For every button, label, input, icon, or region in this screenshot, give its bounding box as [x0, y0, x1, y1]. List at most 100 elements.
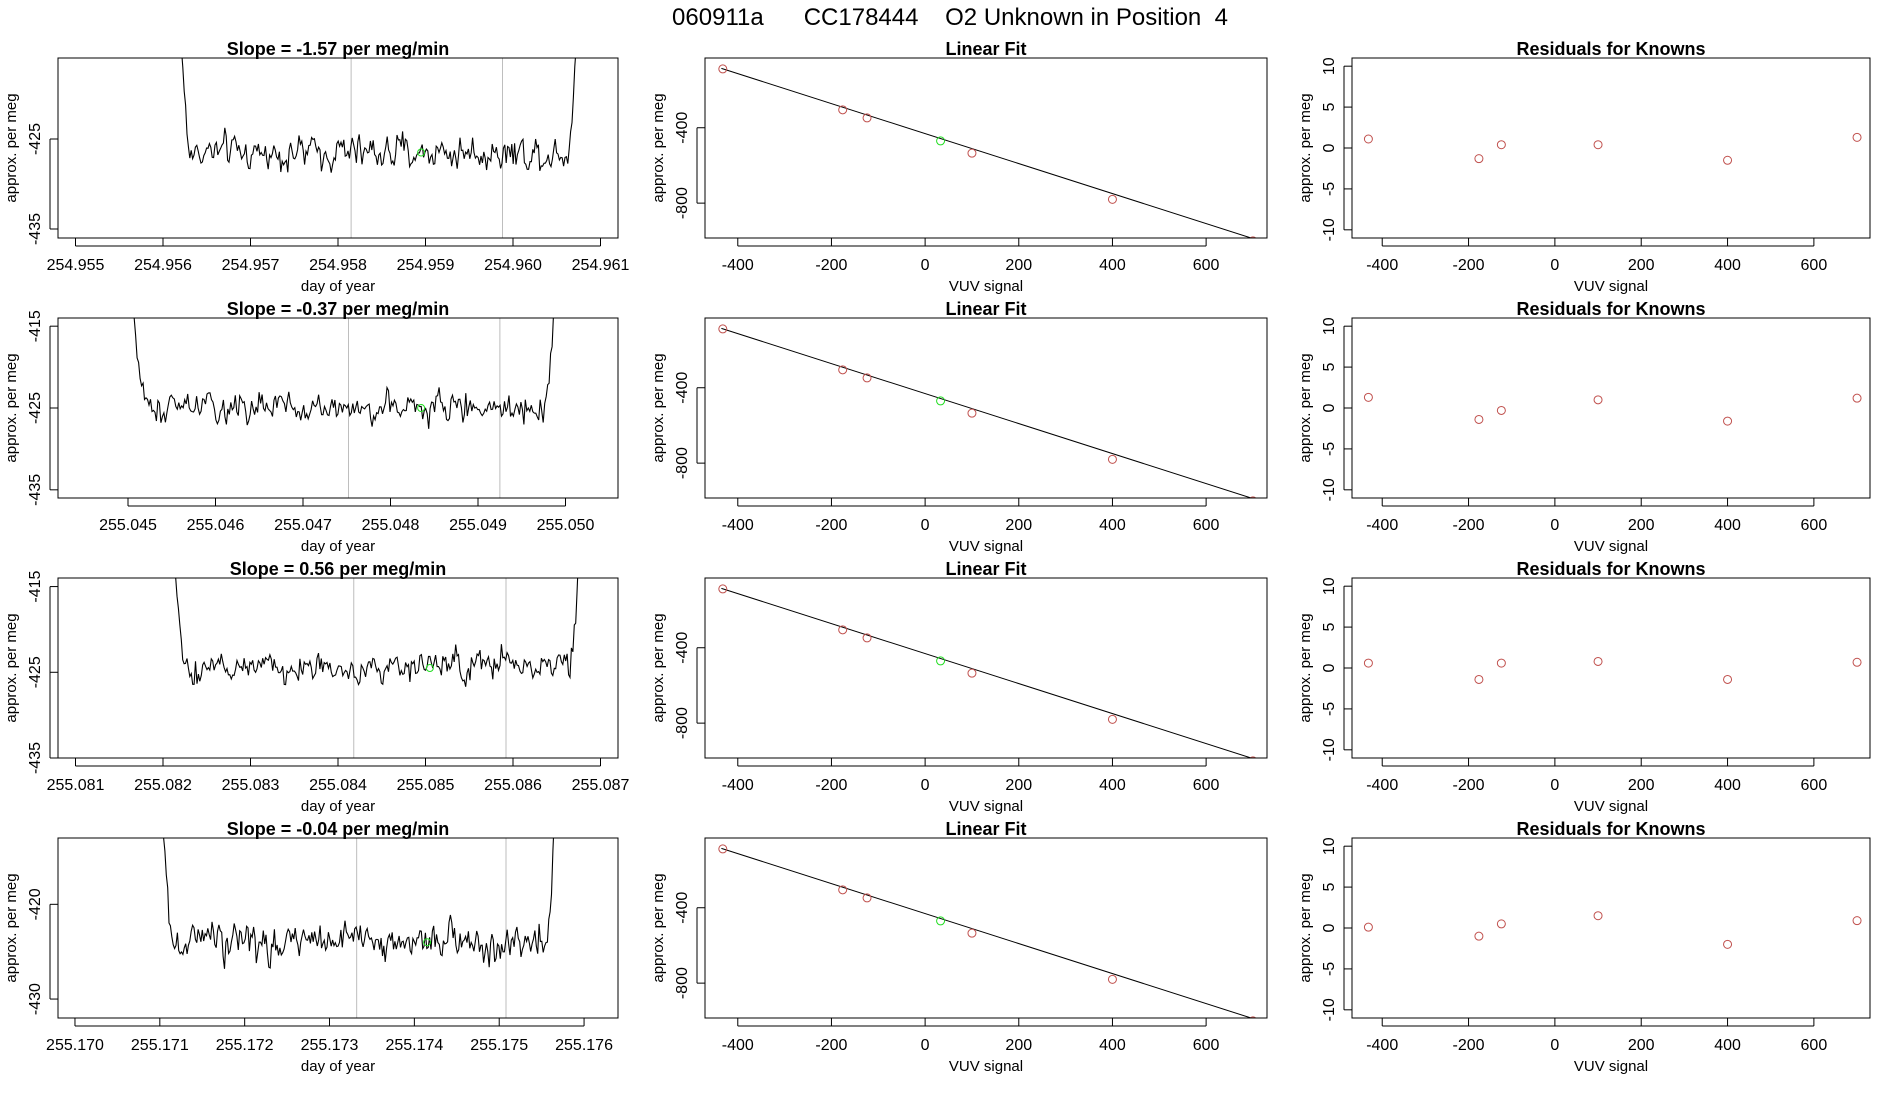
panel-3-2-x-tick-label: 400: [1714, 1037, 1741, 1054]
panel-3-2-frame: [1351, 837, 1871, 1019]
panel-0-0-x-tick-label: 254.956: [134, 257, 192, 274]
panel-3-2-y-tick-label: 10: [1321, 837, 1338, 855]
panel-1-2-y-tick-label: -10: [1321, 478, 1338, 501]
panel-2-1-title: Linear Fit: [945, 559, 1026, 579]
panel-3-2-title: Residuals for Knowns: [1516, 819, 1705, 839]
panel-2-2-y-tick-label: -5: [1321, 702, 1338, 716]
panel-0-2-y-axis-label: approx. per meg: [1297, 93, 1314, 202]
panel-0-2-y-tick-label: 5: [1321, 103, 1338, 112]
panel-1-2-residual-point: [1593, 395, 1603, 405]
panel-0-0-y-tick-label: -435: [27, 213, 44, 245]
panel-2-1-x-tick-label: 0: [921, 777, 930, 794]
panel-1-1-fit-line: [721, 327, 1253, 498]
panel-1-0-x-axis-label: day of year: [301, 538, 375, 555]
panel-3-1-known-point: [718, 844, 728, 854]
panel-2-2-residual-point: [1593, 656, 1603, 666]
panel-3-2-y-axis-label: approx. per meg: [1297, 873, 1314, 982]
panel-3-0-x-tick-label: 255.170: [46, 1037, 104, 1054]
panel-0-0-frame: [57, 57, 619, 239]
panel-1-1-known-point: [718, 324, 728, 334]
panel-2-1-frame: [704, 577, 1268, 759]
panel-1-2-residual-point: [1852, 393, 1862, 403]
panel-2-0-frame: [57, 577, 619, 759]
panel-0-2-residual-point: [1363, 134, 1373, 144]
panel-0-2-title: Residuals for Knowns: [1516, 39, 1705, 59]
panel-2-0-y-tick-label: -425: [27, 656, 44, 688]
panel-1-2-residual-point: [1363, 392, 1373, 402]
panel-1-2-y-tick-label: 5: [1321, 363, 1338, 372]
panel-2-2-x-axis-label: VUV signal: [1574, 798, 1648, 815]
panel-2-1-x-axis-label: VUV signal: [949, 798, 1023, 815]
panel-3-0-x-tick-label: 255.176: [555, 1037, 613, 1054]
panel-1-1-x-tick-label: 600: [1193, 517, 1220, 534]
panel-1-2-x-tick-label: 0: [1550, 517, 1559, 534]
panel-0-2-residual-point: [1496, 140, 1506, 150]
panel-1-0-trace-line: [133, 318, 554, 429]
panel-3-0-frame: [57, 837, 619, 1019]
panel-1-1-x-tick-label: 400: [1099, 517, 1126, 534]
panel-3-2-y-tick-label: 5: [1321, 883, 1338, 892]
panel-1-0-y-tick-label: -415: [27, 310, 44, 342]
panel-2-0-trace-line: [175, 578, 579, 687]
panel-0-1-fit-line: [721, 67, 1253, 238]
panel-3-2-x-tick-label: -400: [1366, 1037, 1398, 1054]
panel-2-1-known-point: [862, 633, 872, 643]
panel-0-2-x-tick-label: 600: [1801, 257, 1828, 274]
panel-0-2-y-tick-label: -10: [1321, 218, 1338, 241]
panel-1-0-x-tick-label: 255.046: [187, 517, 245, 534]
panel-1-0-x-tick-label: 255.047: [274, 517, 332, 534]
panel-0-0-title: Slope = -1.57 per meg/min: [227, 39, 450, 59]
panel-2-2-x-tick-label: 600: [1801, 777, 1828, 794]
panel-1-1-x-axis-label: VUV signal: [949, 538, 1023, 555]
panel-0-0-y-axis-label: approx. per meg: [3, 93, 20, 202]
panel-2-1-unknown-point: [936, 656, 946, 666]
panel-2-2-x-tick-label: 200: [1628, 777, 1655, 794]
panel-2-0-x-tick-label: 255.087: [572, 777, 630, 794]
panel-3-1-y-axis-label: approx. per meg: [650, 873, 667, 982]
panel-2-2-x-tick-label: 0: [1550, 777, 1559, 794]
panel-2-1-y-tick-label: -800: [674, 707, 691, 739]
panel-2-2-y-tick-label: 5: [1321, 623, 1338, 632]
panel-0-1-x-tick-label: 0: [921, 257, 930, 274]
panel-3-0-x-tick-label: 255.175: [470, 1037, 528, 1054]
panel-2-0-y-tick-label: -415: [27, 570, 44, 602]
panel-0-1-known-point: [967, 148, 977, 158]
panel-0-1-plot-area: [718, 64, 1257, 238]
panel-3-2-x-tick-label: 200: [1628, 1037, 1655, 1054]
panel-3-2-plot-area: [1363, 911, 1862, 949]
panel-0-2-residual-point: [1852, 132, 1862, 142]
panel-3-1-x-tick-label: 400: [1099, 1037, 1126, 1054]
panel-2-0-y-axis-label: approx. per meg: [3, 613, 20, 722]
panel-1-0-frame: [57, 317, 619, 499]
panel-1-1-title: Linear Fit: [945, 299, 1026, 319]
panel-0-0-trace-line: [181, 58, 576, 173]
panel-3-0-x-tick-label: 255.174: [385, 1037, 443, 1054]
panel-1-2-x-tick-label: -400: [1366, 517, 1398, 534]
panel-1-1-known-point: [838, 365, 848, 375]
panel-1-1-x-tick-label: 200: [1005, 517, 1032, 534]
panel-3-2-x-axis-label: VUV signal: [1574, 1058, 1648, 1075]
panel-1-0-y-tick-label: -425: [27, 392, 44, 424]
panel-1-1-unknown-point: [936, 396, 946, 406]
panel-1-1-known-point: [1107, 454, 1117, 464]
panel-3-1-x-tick-label: -400: [722, 1037, 754, 1054]
panel-2-0-x-tick-label: 255.082: [134, 777, 192, 794]
panel-2-2-residual-point: [1723, 674, 1733, 684]
panel-2-0-plot-area: [175, 578, 579, 758]
panel-2-1-known-point: [1107, 714, 1117, 724]
panel-0-1-known-point: [838, 105, 848, 115]
panel-3-0-x-tick-label: 255.173: [301, 1037, 359, 1054]
panel-2-2-x-tick-label: 400: [1714, 777, 1741, 794]
panel-1-0-x-tick-label: 255.049: [449, 517, 507, 534]
panel-0-1-y-tick-label: -400: [674, 112, 691, 144]
panel-3-0-unknown-point: [423, 938, 432, 947]
panel-2-0-unknown-point: [425, 664, 434, 672]
panel-1-1-frame: [704, 317, 1268, 499]
panel-2-1-known-point: [718, 584, 728, 594]
panel-0-1-x-tick-label: -400: [722, 257, 754, 274]
panel-1-0-title: Slope = -0.37 per meg/min: [227, 299, 450, 319]
panel-0-1-x-tick-label: 600: [1193, 257, 1220, 274]
panel-3-1-known-point: [862, 893, 872, 903]
panel-2-1-x-tick-label: -400: [722, 777, 754, 794]
panel-0-2-x-tick-label: 200: [1628, 257, 1655, 274]
